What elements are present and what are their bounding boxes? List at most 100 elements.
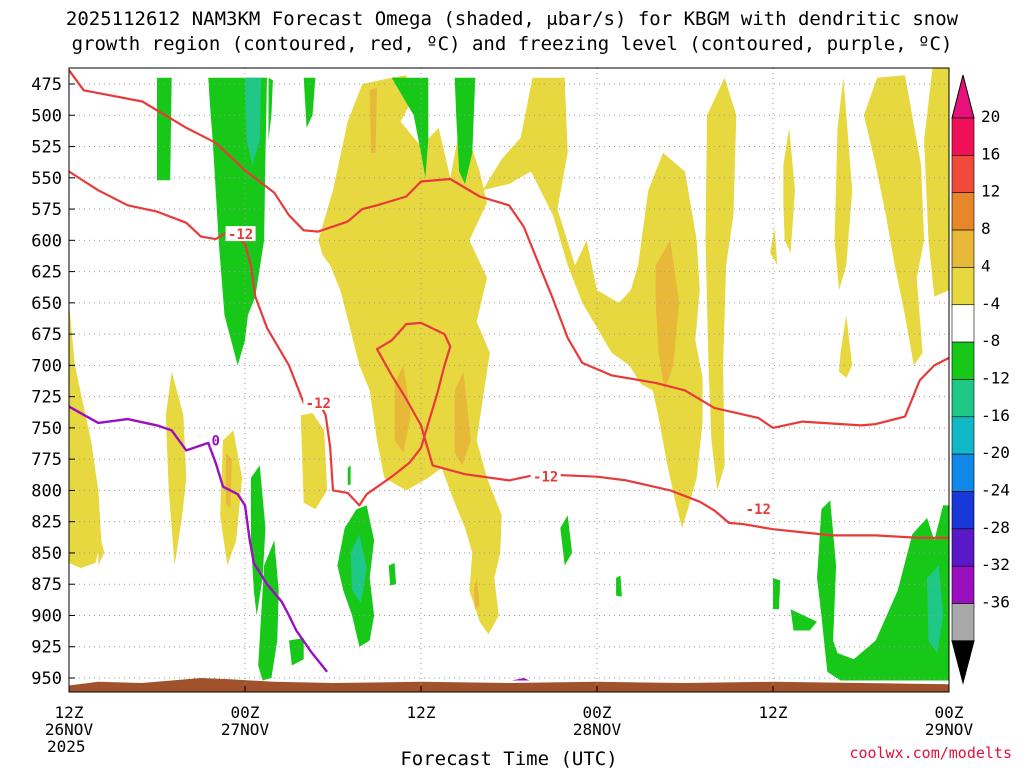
omega-shaded-region: [225, 452, 232, 510]
y-tick-label: 500: [31, 106, 62, 126]
omega-shaded-region: [220, 430, 243, 566]
contour-label-background: [225, 226, 256, 242]
x-tick-label: 26NOV: [45, 720, 94, 739]
colorbar-label: -36: [981, 593, 1010, 612]
surface-terrain: [69, 678, 949, 692]
omega-shaded-region: [347, 465, 351, 486]
colorbar-label: -12: [981, 368, 1010, 387]
chart-title-line-1: 2025112612 NAM3KM Forecast Omega (shaded…: [65, 8, 959, 30]
colorbar-label: -24: [981, 481, 1010, 500]
omega-shaded-region: [369, 87, 377, 153]
colorbar-label: 4: [981, 256, 991, 275]
omega-shaded-region: [388, 563, 397, 586]
omega-shaded-region: [454, 371, 471, 466]
omega-shaded-region: [454, 77, 476, 184]
colorbar-segment: [951, 453, 975, 492]
plot-frame: [68, 67, 950, 693]
colorbar-label: 12: [981, 182, 1000, 201]
colorbar-label: -8: [981, 331, 1000, 350]
omega-shaded-region: [318, 75, 502, 635]
omega-shaded-region: [245, 77, 262, 166]
dgz-contour-line: [69, 69, 949, 429]
y-tick-label: 800: [31, 481, 62, 501]
omega-shaded-region: [863, 75, 925, 366]
x-tick-label: 12Z: [759, 703, 788, 722]
freezing-level-line: [69, 405, 329, 673]
colorbar-segment: [951, 528, 975, 567]
contour-label: 0: [211, 433, 219, 449]
colorbar-label: 20: [981, 107, 1000, 126]
y-tick-label: 650: [31, 294, 62, 314]
colorbar-label: -20: [981, 443, 1010, 462]
x-tick-label: 00Z: [583, 703, 612, 722]
x-axis-label: Forecast Time (UTC): [400, 748, 617, 768]
temperature-contours: -12 -12 -12 -12 0: [69, 69, 949, 673]
grid-lines: [69, 68, 949, 692]
omega-shaded-region: [268, 77, 273, 141]
y-tick-label: 525: [31, 138, 62, 158]
contour-label: -12: [228, 227, 253, 243]
omega-shaded-region: [773, 578, 781, 610]
colorbar-segment: [951, 229, 975, 268]
colorbar-segment: [951, 341, 975, 380]
x-tick-label: 27NOV: [221, 720, 270, 739]
omega-shaded-region: [69, 302, 102, 568]
x-tick-label: 12Z: [55, 703, 84, 722]
colorbar-label: 16: [981, 144, 1000, 163]
contour-label: -12: [306, 396, 331, 412]
omega-shaded-region: [157, 77, 172, 181]
omega-shaded-region: [839, 315, 853, 378]
omega-shaded-region: [834, 77, 853, 291]
contour-label: -12: [533, 470, 558, 486]
omega-shaded-region: [655, 240, 680, 391]
y-tick-label: 750: [31, 419, 62, 439]
y-tick-label: 575: [31, 200, 62, 220]
y-tick-label: 900: [31, 606, 62, 626]
y-tick-label: 850: [31, 544, 62, 564]
omega-shaded-region: [783, 127, 795, 253]
chart-title-line-2: growth region (contoured, red, ºC) and f…: [71, 33, 953, 55]
colorbar-segment: [951, 416, 975, 455]
omega-shaded-region: [303, 77, 316, 128]
colorbar-label: 8: [981, 219, 991, 238]
y-tick-label: 675: [31, 325, 62, 345]
colorbar-label: -16: [981, 406, 1010, 425]
dgz-contour-line: [69, 170, 949, 540]
y-tick-label: 925: [31, 638, 62, 658]
colorbar-label: -32: [981, 555, 1010, 574]
y-tick-label: 775: [31, 450, 62, 470]
omega-shaded-region: [98, 527, 105, 566]
omega-shaded-region: [350, 534, 367, 603]
colorbar-label: -4: [981, 294, 1000, 313]
colorbar-label: -28: [981, 518, 1010, 537]
y-tick-label: 950: [31, 669, 62, 689]
colorbar-segment: [951, 192, 975, 231]
omega-shaded-region: [300, 412, 328, 510]
y-tick-label: 725: [31, 388, 62, 408]
y-tick-label: 700: [31, 356, 62, 376]
y-tick-label: 625: [31, 263, 62, 283]
colorbar-bottom-triangle: [951, 640, 975, 685]
omega-shaded-region: [682, 340, 697, 466]
y-tick-label: 825: [31, 513, 62, 533]
colorbar-segment: [951, 491, 975, 530]
colorbar-segment: [951, 565, 975, 604]
colorbar-segment: [951, 379, 975, 418]
omega-shaded-region: [165, 371, 187, 566]
y-tick-label: 875: [31, 575, 62, 595]
x-tick-label: 12Z: [407, 703, 436, 722]
omega-shaded-region: [289, 638, 304, 666]
colorbar-segment: [951, 155, 975, 194]
x-tick-label: 29NOV: [925, 720, 974, 739]
omega-shaded-region: [924, 68, 949, 297]
omega-shaded-region: [616, 575, 622, 597]
y-axis: 475 500 525 550 575 600 625 650 675 700 725 750 775 8…: [31, 75, 75, 689]
omega-shaded-region: [473, 578, 480, 610]
contour-label-background: [303, 394, 334, 410]
colorbar-segment: [951, 603, 975, 642]
colorbar: 20 16 12 8 4 -4 -8 -12 -16 -20 -24 -28 -32 -36: [951, 74, 1010, 685]
omega-shaded-region: [391, 77, 429, 178]
credit-text: coolwx.com/modelts: [849, 744, 1012, 762]
